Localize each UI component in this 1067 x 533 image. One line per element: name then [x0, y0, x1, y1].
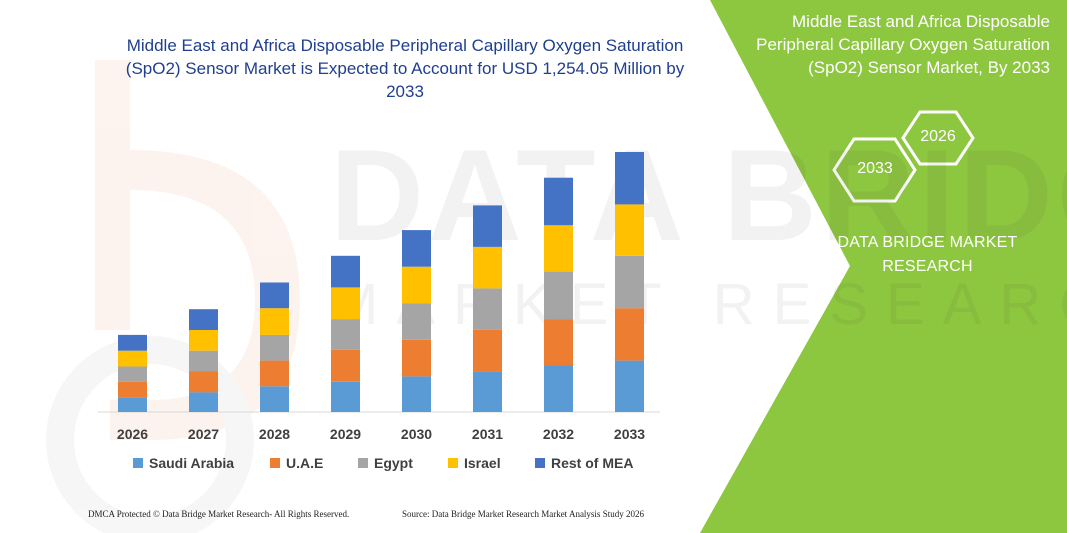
chart-title: Middle East and Africa Disposable Periph… [125, 36, 685, 101]
bar-segment-2026-u-a-e [118, 381, 147, 398]
hexagon-2033 [832, 137, 917, 203]
bar-segment-2033-israel [615, 204, 644, 256]
bar-segment-2031-u-a-e [473, 329, 502, 372]
bar-segment-2033-rest-of-mea [615, 152, 644, 205]
bar-segment-2030-egypt [402, 303, 431, 340]
legend-label: Israel [464, 455, 501, 471]
bar-segment-2031-saudi-arabia [473, 371, 502, 412]
bar-segment-2030-israel [402, 266, 431, 304]
watermark-line-1: DATA BRIDGE [330, 122, 1067, 268]
bar-segment-2026-israel [118, 350, 147, 367]
x-tick-label-2028: 2028 [259, 426, 290, 440]
bar-segment-2028-rest-of-mea [260, 282, 289, 309]
bar-segment-2031-egypt [473, 288, 502, 330]
bar-segment-2027-u-a-e [189, 371, 218, 393]
logo-watermark [46, 60, 300, 533]
bar-segment-2029-saudi-arabia [331, 381, 360, 412]
legend-item-saudi-arabia: Saudi Arabia [133, 455, 270, 471]
bar-segment-2032-egypt [544, 271, 573, 320]
legend-item-egypt: Egypt [358, 455, 448, 471]
right-panel-shape [700, 0, 1067, 533]
bar-segment-2033-u-a-e [615, 308, 644, 361]
hexagon-2026 [901, 110, 975, 166]
legend-item-israel: Israel [448, 455, 535, 471]
legend-label: Saudi Arabia [149, 455, 235, 471]
x-tick-label-2030: 2030 [401, 426, 432, 440]
right-panel-title: Middle East and Africa Disposable Periph… [756, 12, 1050, 77]
watermark-line-2: MARKET RESEARCH [330, 272, 1067, 337]
bar-segment-2032-israel [544, 225, 573, 272]
legend-item-rest-of-mea: Rest of MEA [535, 455, 655, 471]
legend-label: U.A.E [286, 455, 324, 471]
bar-segment-2031-israel [473, 246, 502, 289]
legend-swatch [270, 458, 280, 468]
bar-segment-2029-u-a-e [331, 349, 360, 382]
bar-segment-2026-rest-of-mea [118, 334, 147, 351]
footer-copyright: DMCA Protected © Data Bridge Market Rese… [88, 509, 350, 519]
x-tick-label-2033: 2033 [614, 426, 645, 440]
brand-name: DATA BRIDGE MARKET RESEARCH [837, 234, 1018, 275]
bar-segment-2028-u-a-e [260, 360, 289, 387]
bar-segment-2029-rest-of-mea [331, 255, 360, 288]
x-tick-label-2032: 2032 [543, 426, 574, 440]
x-tick-label-2027: 2027 [188, 426, 219, 440]
bar-segment-2027-israel [189, 329, 218, 351]
legend-label: Rest of MEA [551, 455, 634, 471]
bar-segment-2030-saudi-arabia [402, 376, 431, 412]
bar-segment-2027-rest-of-mea [189, 309, 218, 330]
legend-swatch [448, 458, 458, 468]
watermark-text: DATA BRIDGE MARKET RESEARCH [330, 120, 1067, 340]
legend-swatch [358, 458, 368, 468]
footer-source: Source: Data Bridge Market Research Mark… [402, 509, 644, 519]
bar-segment-2033-egypt [615, 255, 644, 309]
x-tick-label-2031: 2031 [472, 426, 503, 440]
chart-legend: Saudi Arabia U.A.E Egypt Israel Rest of MEA [133, 455, 655, 471]
x-tick-label-2026: 2026 [117, 426, 148, 440]
x-tick-label-2029: 2029 [330, 426, 361, 440]
bar-segment-2032-rest-of-mea [544, 177, 573, 226]
bar-segment-2029-egypt [331, 319, 360, 350]
bar-segment-2027-egypt [189, 350, 218, 372]
bar-segment-2028-israel [260, 308, 289, 335]
hex-label-2033: 2033 [857, 160, 893, 177]
bar-segment-2032-saudi-arabia [544, 365, 573, 412]
bar-segment-2031-rest-of-mea [473, 205, 502, 247]
bar-segment-2033-saudi-arabia [615, 360, 644, 412]
bar-segment-2029-israel [331, 287, 360, 319]
legend-swatch [133, 458, 143, 468]
bar-segment-2027-saudi-arabia [189, 392, 218, 412]
legend-label: Egypt [374, 455, 413, 471]
bar-segment-2028-saudi-arabia [260, 386, 289, 412]
bar-segment-2026-saudi-arabia [118, 397, 147, 412]
hex-label-2026: 2026 [920, 128, 956, 145]
bar-segment-2032-u-a-e [544, 319, 573, 366]
bar-segment-2026-egypt [118, 366, 147, 382]
legend-swatch [535, 458, 545, 468]
bar-segment-2030-u-a-e [402, 339, 431, 377]
bar-segment-2028-egypt [260, 334, 289, 361]
stacked-bar-chart: 2026 2027 2028 2029 2030 2031 2032 2033 [98, 152, 660, 440]
bar-segment-2030-rest-of-mea [402, 230, 431, 267]
legend-item-u-a-e: U.A.E [270, 455, 358, 471]
